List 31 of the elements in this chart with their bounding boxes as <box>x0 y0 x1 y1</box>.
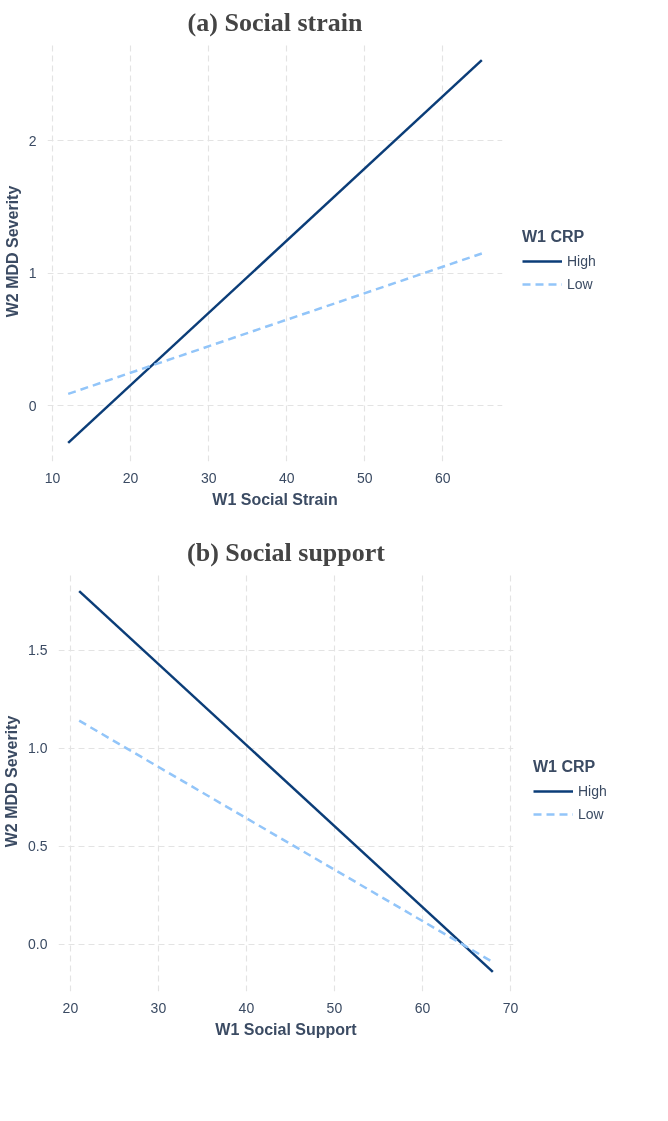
legend-label: High <box>567 253 596 269</box>
y-tick-label: 1 <box>28 265 37 282</box>
x-axis-title: W1 Social Support <box>215 1020 358 1038</box>
y-axis-title: W2 MDD Severity <box>3 185 21 318</box>
x-tick-label: 50 <box>326 999 343 1016</box>
legend-title: W1 CRP <box>533 758 597 776</box>
legend-label: Low <box>567 276 593 292</box>
x-tick-label: 70 <box>502 999 519 1016</box>
legend-label: Low <box>578 806 604 822</box>
chart-title: (b) Social support <box>187 537 386 567</box>
x-tick-label: 40 <box>238 999 255 1016</box>
y-tick-label: 1.5 <box>28 642 48 658</box>
x-tick-label: 20 <box>122 469 139 486</box>
x-tick-label: 60 <box>414 999 431 1016</box>
x-axis-title: W1 Social Strain <box>212 490 338 508</box>
x-tick-label: 20 <box>62 999 79 1016</box>
x-tick-label: 30 <box>150 999 167 1016</box>
legend-label: High <box>578 783 607 799</box>
y-axis-title: W2 MDD Severity <box>3 715 21 848</box>
x-tick-label: 10 <box>44 469 61 486</box>
y-tick-label: 2 <box>28 132 37 149</box>
legend-title: W1 CRP <box>522 228 586 246</box>
x-tick-label: 60 <box>435 469 451 486</box>
y-tick-label: 0 <box>28 397 37 414</box>
y-tick-label: 1.0 <box>28 740 48 757</box>
x-tick-label: 40 <box>278 469 295 486</box>
x-tick-label: 50 <box>356 469 373 486</box>
x-tick-label: 30 <box>200 469 217 486</box>
chart-title: (a) Social strain <box>187 7 363 37</box>
y-tick-label: 0.5 <box>28 838 48 855</box>
y-tick-label: 0.0 <box>28 936 48 953</box>
